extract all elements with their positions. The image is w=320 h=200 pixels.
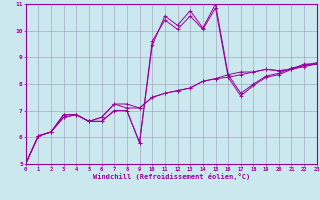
X-axis label: Windchill (Refroidissement éolien,°C): Windchill (Refroidissement éolien,°C) <box>92 173 250 180</box>
